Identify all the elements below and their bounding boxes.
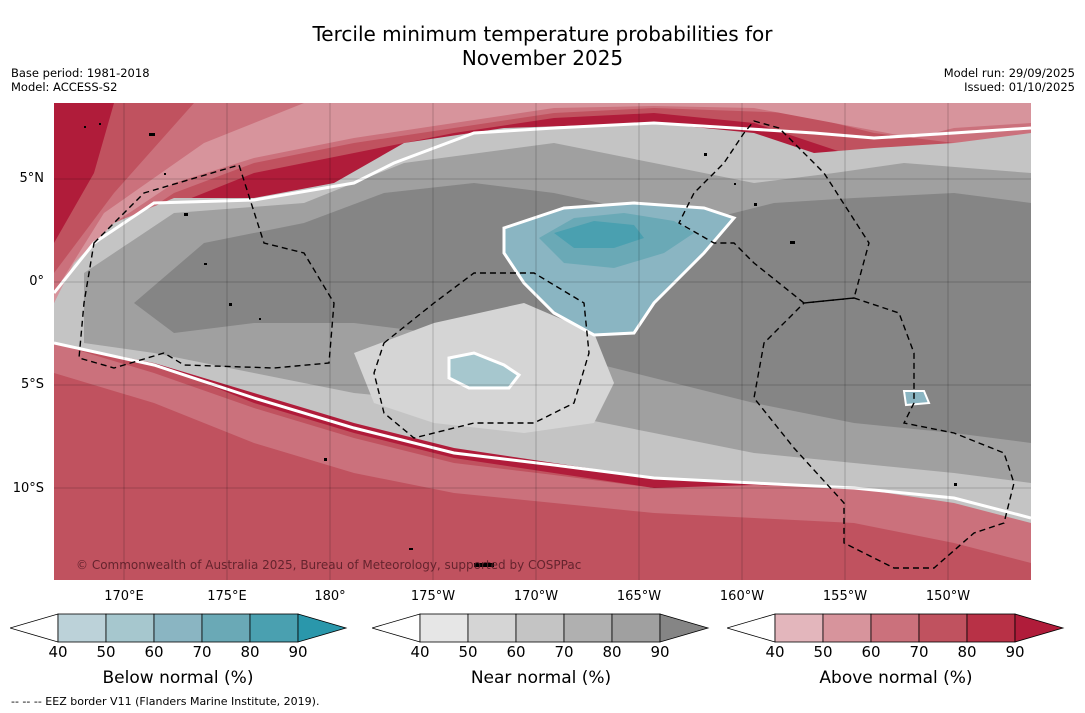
cb-tick: 60 <box>506 643 526 661</box>
colorbar-near-normal <box>370 612 712 648</box>
cb-near-extend-low <box>370 613 421 643</box>
band-north-60 <box>54 103 1031 303</box>
cb-tick: 90 <box>288 643 308 661</box>
cb-tick: 70 <box>192 643 212 661</box>
band-south-60 <box>54 343 1031 563</box>
lat-label-0: 0° <box>29 274 44 289</box>
cb-below-seg-4 <box>201 613 251 643</box>
cb-below-seg-2 <box>105 613 155 643</box>
probability-map <box>54 103 1031 580</box>
cb-above-seg-3 <box>870 613 920 643</box>
colorbar-below-normal <box>8 612 350 648</box>
lat-label-10s: 10°S <box>12 481 44 496</box>
islands <box>84 123 957 567</box>
base-period: Base period: 1981-2018 <box>11 66 150 80</box>
cb-above-seg-4 <box>918 613 968 643</box>
model-name: Model: ACCESS-S2 <box>11 80 118 94</box>
meta-left: Base period: 1981-2018 Model: ACCESS-S2 <box>11 66 150 94</box>
lat-label-5s: 5°S <box>20 377 44 392</box>
colorbar-near-svg <box>370 613 710 643</box>
cb-below-seg-1 <box>57 613 107 643</box>
title-line-2: November 2025 <box>461 46 624 70</box>
cb-above-seg-2 <box>822 613 872 643</box>
cb-near-extend-high <box>659 613 710 643</box>
cb-near-seg-3 <box>515 613 565 643</box>
contour-north <box>54 121 1031 294</box>
cb-tick: 60 <box>861 643 881 661</box>
cb-above-extend-high <box>1014 613 1065 643</box>
eez-borders <box>78 120 1015 569</box>
lon-label-160w: 160°W <box>719 589 765 604</box>
cb-below-title: Below normal (%) <box>102 668 254 688</box>
below-normal-small <box>902 390 931 407</box>
lon-label-175w: 175°W <box>410 589 456 604</box>
eez-footer-note: -- -- -- EEZ border V11 (Flanders Marine… <box>11 695 320 708</box>
lat-label-5n: 5°N <box>19 171 45 186</box>
gridlines <box>54 103 1031 580</box>
cb-below-seg-5 <box>249 613 299 643</box>
cb-above-extend-low <box>725 613 776 643</box>
cb-below-extend-high <box>297 613 348 643</box>
map-title: Tercile minimum temperature probabilitie… <box>0 22 1085 70</box>
cb-tick: 40 <box>765 643 785 661</box>
issued-date: Issued: 01/10/2025 <box>964 80 1075 94</box>
colorbar-below-svg <box>8 613 348 643</box>
below-normal-patch <box>447 351 522 390</box>
cb-tick: 80 <box>240 643 260 661</box>
cb-below-extend-low <box>8 613 59 643</box>
cb-tick: 40 <box>410 643 430 661</box>
lon-label-165w: 165°W <box>616 589 662 604</box>
cb-tick: 70 <box>554 643 574 661</box>
model-run: Model run: 29/09/2025 <box>943 66 1075 80</box>
copyright-notice: © Commonwealth of Australia 2025, Bureau… <box>76 558 582 572</box>
cb-near-seg-4 <box>563 613 613 643</box>
lon-label-150w: 150°W <box>925 589 971 604</box>
lon-label-180: 180° <box>314 589 346 604</box>
lon-label-155w: 155°W <box>822 589 868 604</box>
cb-above-seg-1 <box>774 613 824 643</box>
cb-above-seg-5 <box>966 613 1016 643</box>
band-north-50 <box>54 103 1031 303</box>
cb-tick: 50 <box>813 643 833 661</box>
colorbar-above-svg <box>725 613 1065 643</box>
title-line-1: Tercile minimum temperature probabilitie… <box>312 22 773 46</box>
cb-tick: 50 <box>458 643 478 661</box>
cb-near-seg-1 <box>419 613 469 643</box>
cb-above-title: Above normal (%) <box>819 668 973 688</box>
cb-tick: 80 <box>957 643 977 661</box>
contour-south <box>54 341 1031 520</box>
cb-tick: 80 <box>602 643 622 661</box>
cb-tick: 50 <box>96 643 116 661</box>
cb-tick: 70 <box>909 643 929 661</box>
lon-label-175e: 175°E <box>207 589 247 604</box>
meta-right: Model run: 29/09/2025 Issued: 01/10/2025 <box>944 66 1075 94</box>
cb-tick: 60 <box>144 643 164 661</box>
lon-label-170e: 170°E <box>104 589 144 604</box>
cb-near-seg-5 <box>611 613 661 643</box>
cb-tick: 90 <box>650 643 670 661</box>
below-normal-80 <box>554 221 644 248</box>
colorbar-above-normal <box>725 612 1067 648</box>
cb-below-seg-3 <box>153 613 203 643</box>
cb-near-seg-2 <box>467 613 517 643</box>
map-svg <box>54 103 1031 580</box>
lon-label-170w: 170°W <box>513 589 559 604</box>
cb-near-title: Near normal (%) <box>470 668 612 688</box>
cb-tick: 90 <box>1005 643 1025 661</box>
cb-tick: 40 <box>48 643 68 661</box>
